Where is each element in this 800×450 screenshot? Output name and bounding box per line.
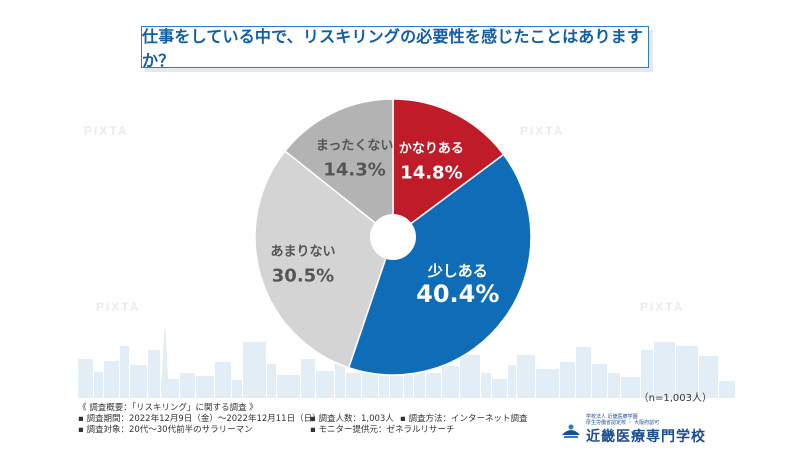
survey-target: ▪ 調査対象：20代～30代前半のサラリーマン bbox=[78, 425, 253, 435]
school-logo: 学校法人 近畿医療学園 厚生労働省認定校 ・ 大阪府認可 近畿医療専門学校 bbox=[560, 414, 706, 446]
logo-accreditation: 厚生労働省認定校 ・ 大阪府認可 bbox=[586, 420, 660, 426]
pie-slice bbox=[347, 153, 532, 376]
survey-heading: 《 調査概要：「リスキリング」に関する調査 》 bbox=[78, 403, 258, 413]
slice-category-label: かなりある bbox=[399, 142, 464, 157]
pie-slice bbox=[392, 98, 505, 239]
slice-category-label: あまりない bbox=[270, 245, 335, 260]
survey-period: ▪ 調査期間：2022年12月9日（金）～2022年12月11日（日） bbox=[78, 414, 321, 424]
watermark: PIXTA bbox=[84, 124, 129, 138]
survey-method: ▪ 調査方法：インターネット調査 bbox=[400, 414, 528, 424]
donut-hole bbox=[370, 214, 416, 260]
pie-slice bbox=[254, 150, 394, 369]
chart-title: 仕事をしている中で、リスキリングの必要性を感じたことはありますか？ bbox=[141, 26, 649, 70]
sample-size-note: （n=1,003人） bbox=[638, 393, 712, 404]
survey-panel: ▪ モニター提供元：ゼネラルリサーチ bbox=[310, 425, 455, 435]
watermark: PIXTA bbox=[96, 300, 141, 314]
city-skyline-decoration bbox=[78, 325, 735, 398]
logo-subtitle: 学校法人 近畿医療学園 bbox=[586, 414, 638, 420]
slice-category-label: まったくない bbox=[316, 138, 393, 153]
watermark: PIXTA bbox=[640, 300, 685, 314]
survey-overview: 《 調査概要：「リスキリング」に関する調査 》 ▪ 調査期間：2022年12月9… bbox=[78, 403, 538, 436]
chart-title-text: 仕事をしている中で、リスキリングの必要性を感じたことはありますか？ bbox=[142, 27, 644, 70]
slice-category-label: 少しある bbox=[427, 262, 488, 280]
survey-respondents: ▪ 調査人数：1,003人 bbox=[310, 414, 394, 424]
pie-slice bbox=[283, 98, 394, 239]
chart-slices bbox=[254, 98, 532, 376]
slice-percent-label: 40.4% bbox=[416, 280, 499, 308]
slice-percent-label: 30.5% bbox=[272, 266, 334, 287]
slice-percent-label: 14.3% bbox=[323, 159, 385, 180]
watermark: PIXTA bbox=[520, 124, 565, 138]
school-emblem-icon bbox=[562, 424, 580, 438]
slice-percent-label: 14.8% bbox=[400, 163, 462, 184]
logo-school-name: 近畿医療専門学校 bbox=[586, 429, 706, 445]
